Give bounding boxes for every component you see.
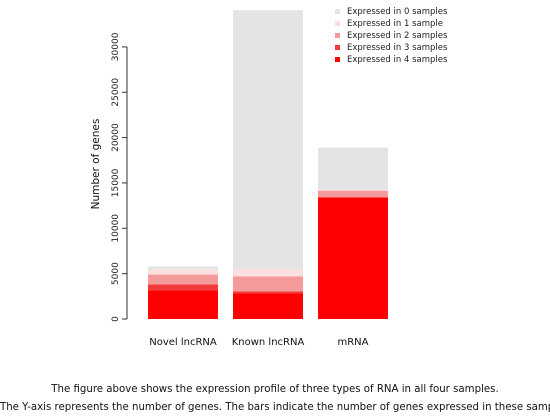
bar-novel-lncrna-expressed-in-1-sample — [148, 269, 218, 275]
y-tick-label: 30000 — [111, 32, 121, 61]
category-label: Novel lncRNA — [149, 337, 217, 348]
legend-label: Expressed in 2 samples — [347, 31, 448, 41]
stacked-bar-chart: 0 5000 10000 15000 20000 25000 30000 Novel lnc… — [90, 7, 448, 348]
category-label: Known lncRNA — [232, 337, 305, 348]
legend-label: Expressed in 4 samples — [347, 55, 448, 65]
bar-known-lncrna-expressed-in-3-samples — [233, 291, 303, 294]
y-tick-label: 10000 — [111, 214, 121, 243]
y-tick-label: 0 — [111, 316, 121, 322]
caption-line-2: The Y-axis represents the number of gene… — [0, 402, 550, 413]
caption-line-1: The figure above shows the expression pr… — [51, 384, 499, 395]
legend-label: Expressed in 3 samples — [347, 43, 448, 53]
bar-known-lncrna-expressed-in-1-sample — [233, 268, 303, 277]
bar-known-lncrna-expressed-in-4-samples — [233, 293, 303, 319]
bar-known-lncrna-expressed-in-0-samples — [233, 10, 303, 269]
y-tick-label: 15000 — [111, 168, 121, 197]
legend-label: Expressed in 0 samples — [347, 7, 448, 17]
bar-mrna-expressed-in-4-samples — [318, 197, 388, 319]
bar-novel-lncrna-expressed-in-4-samples — [148, 290, 218, 319]
bar-novel-lncrna-expressed-in-0-samples — [148, 266, 218, 270]
legend: Expressed in 0 samples Expressed in 1 sam… — [335, 7, 448, 65]
bars — [148, 10, 388, 319]
bar-mrna-expressed-in-0-samples — [318, 147, 388, 190]
y-axis-title: Number of genes — [90, 119, 102, 210]
y-tick-label: 5000 — [111, 262, 121, 285]
category-labels: Novel lncRNA Known lncRNA mRNA — [149, 337, 368, 348]
legend-swatch — [335, 57, 340, 62]
bar-known-lncrna-expressed-in-2-samples — [233, 276, 303, 292]
bar-mrna-expressed-in-2-samples — [318, 190, 388, 198]
legend-swatch — [335, 45, 340, 50]
y-tick-label: 25000 — [111, 78, 121, 107]
bar-novel-lncrna-expressed-in-2-samples — [148, 274, 218, 285]
legend-swatch — [335, 21, 340, 26]
legend-label: Expressed in 1 sample — [347, 19, 443, 29]
legend-swatch — [335, 9, 340, 14]
category-label: mRNA — [337, 337, 368, 348]
legend-swatch — [335, 33, 340, 38]
bar-novel-lncrna-expressed-in-3-samples — [148, 284, 218, 291]
y-tick-label: 20000 — [111, 123, 121, 152]
bar-mrna-expressed-in-1-sample — [318, 189, 388, 191]
y-axis: 0 5000 10000 15000 20000 25000 30000 — [111, 32, 128, 322]
